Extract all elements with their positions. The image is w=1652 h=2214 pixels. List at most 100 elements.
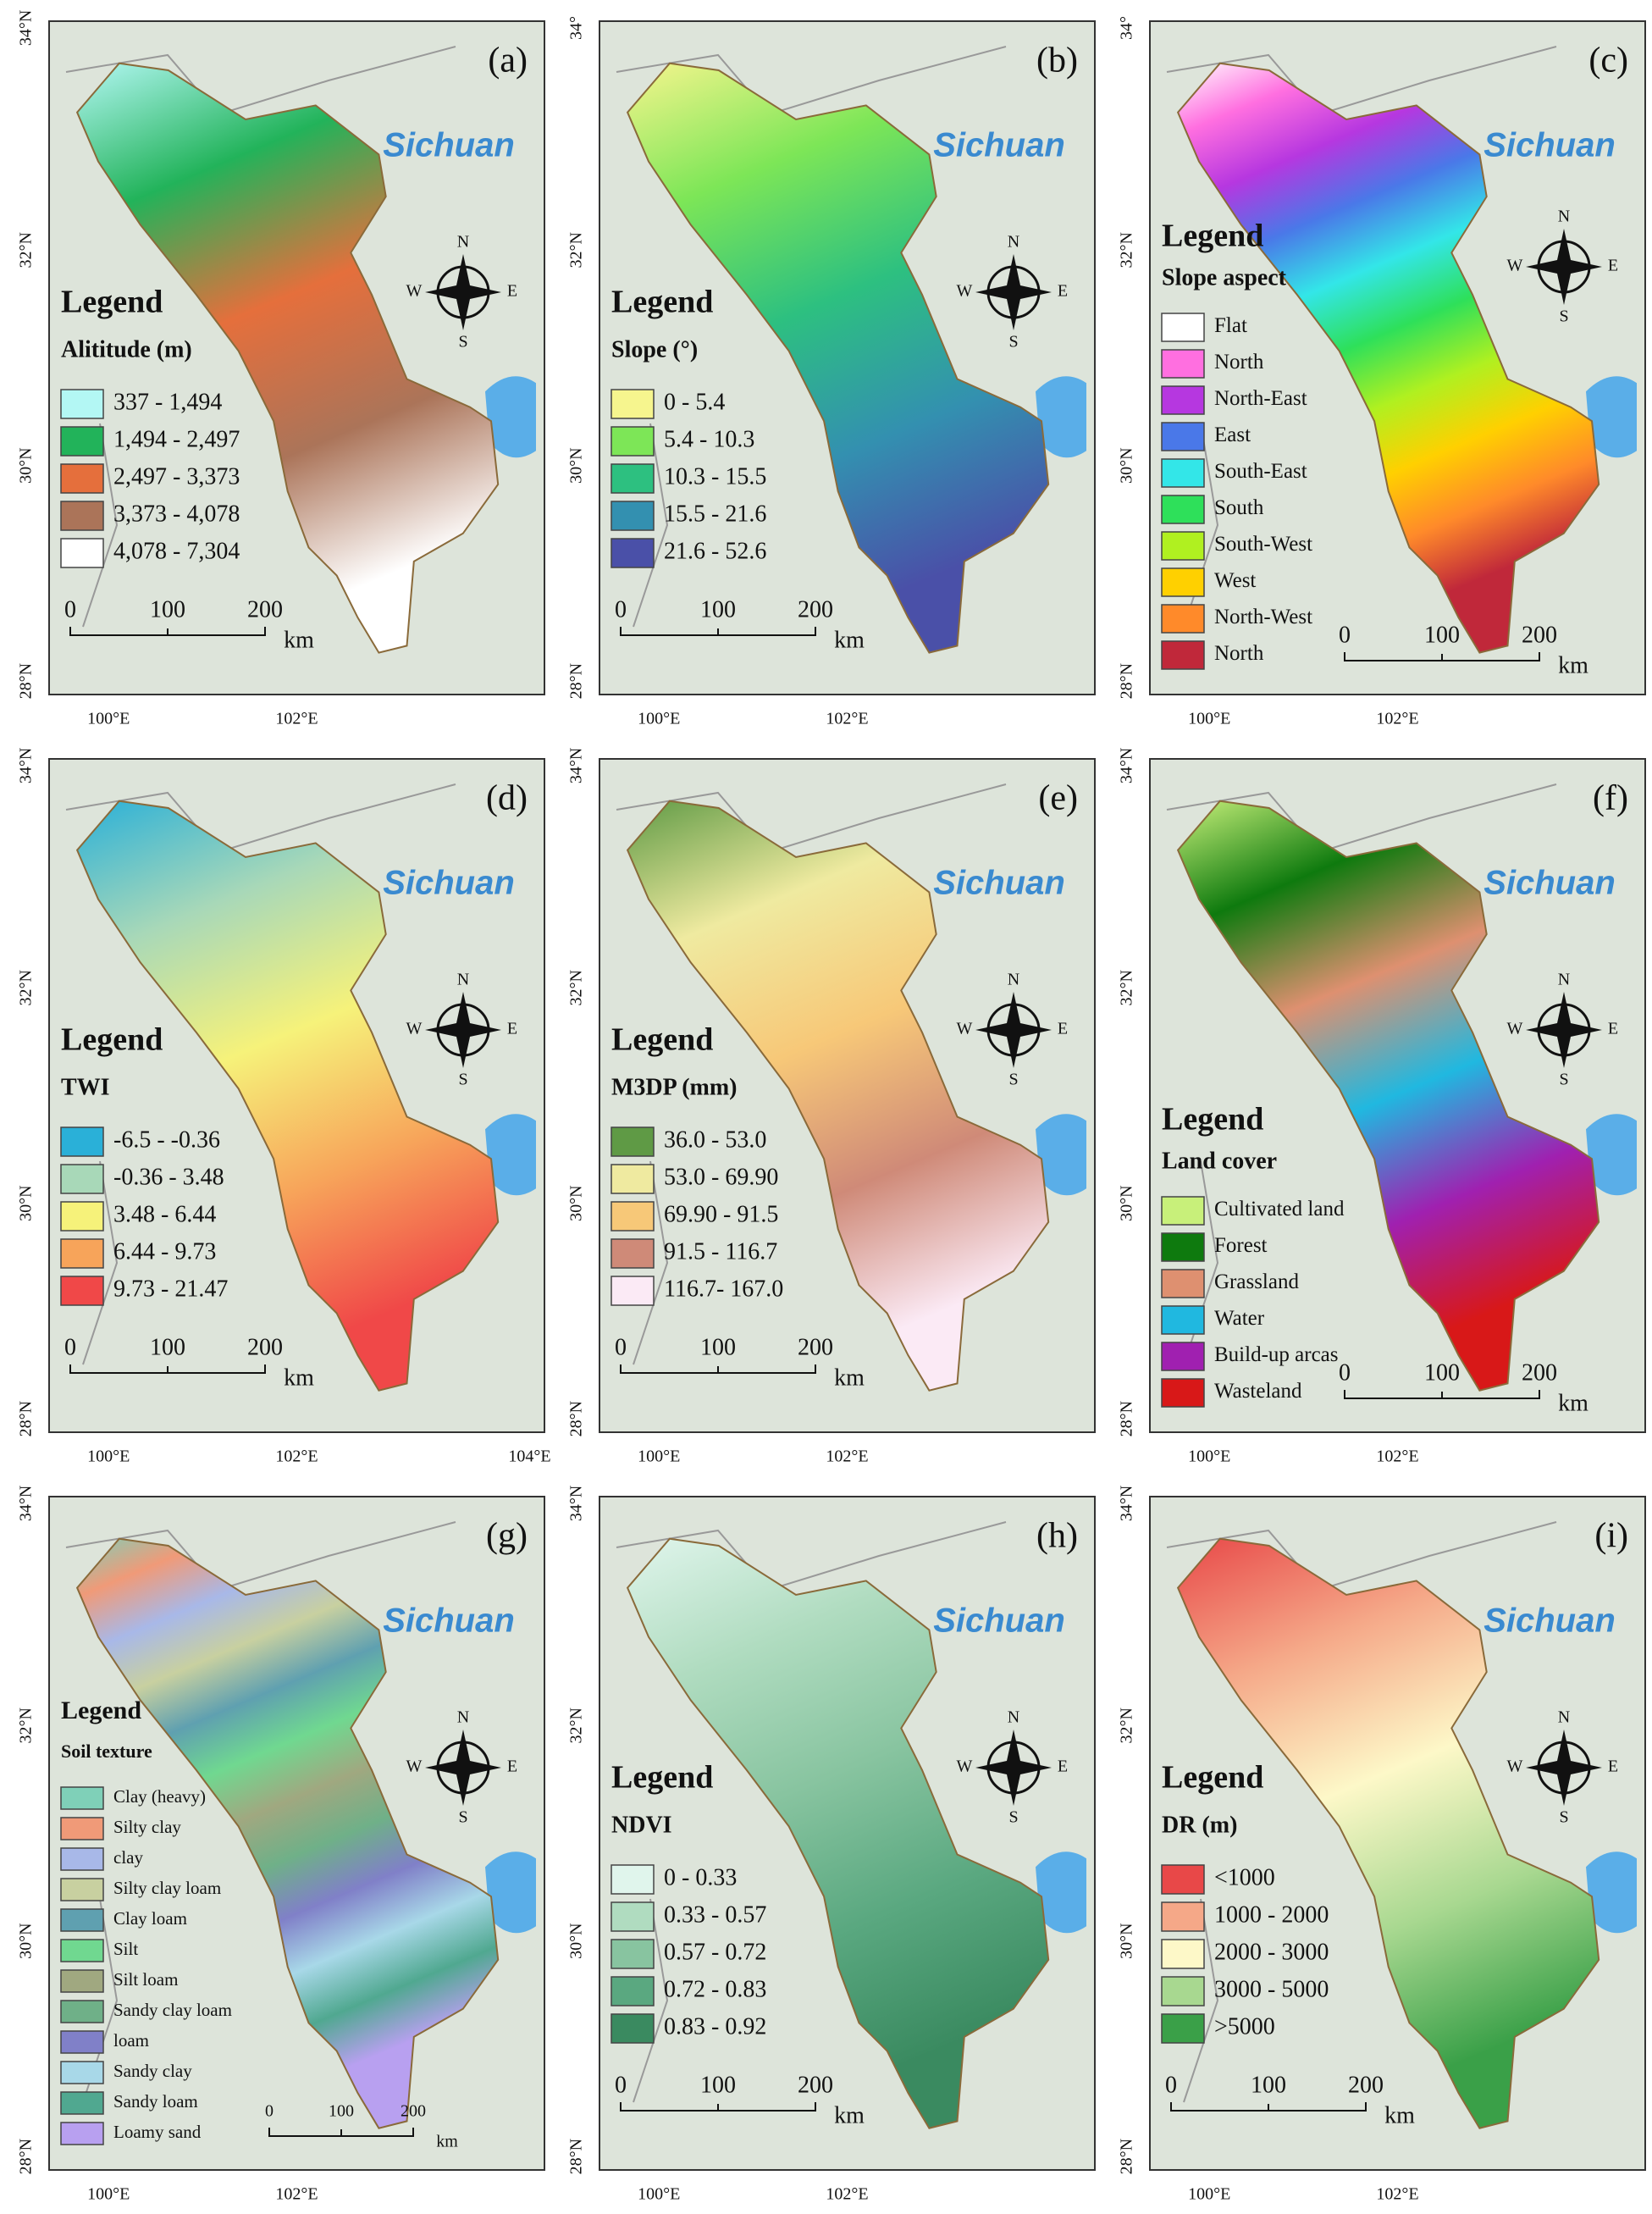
legend-label: 3.48 - 6.44 bbox=[113, 1201, 216, 1227]
legend-swatch bbox=[60, 538, 104, 568]
legend-label: 2,497 - 3,373 bbox=[113, 463, 240, 490]
legend-swatch bbox=[611, 1276, 655, 1306]
legend-swatch bbox=[611, 501, 655, 531]
legend-swatch bbox=[60, 2000, 104, 2023]
legend-swatch bbox=[1161, 458, 1205, 488]
legend-swatch bbox=[1161, 1901, 1205, 1932]
legend-title: TWI bbox=[61, 1074, 110, 1100]
legend-swatch bbox=[1161, 1378, 1205, 1408]
legend-label: -0.36 - 3.48 bbox=[113, 1164, 224, 1190]
legend-swatch bbox=[60, 1817, 104, 1840]
lat-label: 28°N bbox=[17, 663, 36, 699]
scale-bar bbox=[620, 627, 816, 636]
lat-label: 34°N bbox=[1118, 748, 1136, 783]
compass-s: S bbox=[1008, 1071, 1018, 1089]
legend-swatch bbox=[611, 1164, 655, 1194]
compass-e: E bbox=[1058, 282, 1068, 301]
compass-s: S bbox=[1008, 1808, 1018, 1827]
lat-label: 30°N bbox=[567, 1923, 586, 1958]
legend-swatch bbox=[60, 1908, 104, 1932]
lat-label: 30°N bbox=[1118, 447, 1136, 483]
legend-label: 21.6 - 52.6 bbox=[664, 538, 766, 564]
scale-label: 100 bbox=[1424, 622, 1460, 648]
legend-swatch bbox=[1161, 1305, 1205, 1335]
lat-label: 28°N bbox=[17, 1401, 36, 1436]
lat-label: 30°N bbox=[567, 1185, 586, 1220]
map-panel: (g) Sichuan N S E W Legend Soil texture Clay (he… bbox=[17, 1486, 545, 2204]
lake bbox=[1586, 1114, 1637, 1196]
lat-label: 30°N bbox=[17, 1923, 36, 1958]
compass-n: N bbox=[1008, 1708, 1019, 1727]
legend-label: clay bbox=[113, 1847, 143, 1868]
lon-label: 102°E bbox=[826, 2185, 868, 2204]
basin bbox=[626, 1537, 1050, 2129]
scale-label: 0 bbox=[64, 596, 76, 623]
scale-label: 200 bbox=[798, 2072, 833, 2098]
scale-bar bbox=[1344, 652, 1540, 661]
compass-s: S bbox=[1559, 1071, 1568, 1089]
scale-unit: km bbox=[1558, 652, 1588, 678]
legend-swatch bbox=[60, 1126, 104, 1157]
legend-label: Water bbox=[1214, 1307, 1265, 1330]
legend-label: Silty clay bbox=[113, 1817, 181, 1837]
compass-star bbox=[1526, 992, 1602, 1068]
map-panel: (f) Sichuan N S E W Legend Land cover Cultivated… bbox=[1118, 748, 1646, 1466]
panel-label: (h) bbox=[1036, 1517, 1078, 1556]
legend-swatch bbox=[611, 463, 655, 494]
compass-s: S bbox=[1559, 307, 1568, 326]
scale-bar bbox=[268, 2128, 414, 2137]
region-label: Sichuan bbox=[1483, 865, 1616, 902]
lon-label: 102°E bbox=[1376, 1447, 1418, 1466]
legend-label: 1000 - 2000 bbox=[1214, 1901, 1329, 1928]
panel-label: (c) bbox=[1588, 42, 1628, 80]
legend-swatch bbox=[60, 463, 104, 494]
legend-swatch bbox=[60, 1939, 104, 1962]
region-label: Sichuan bbox=[1483, 127, 1616, 164]
legend-label: Clay loam bbox=[113, 1908, 187, 1929]
lat-label: 28°N bbox=[1118, 1401, 1136, 1436]
compass-n: N bbox=[1008, 971, 1019, 989]
lat-label: 34°N bbox=[17, 748, 36, 783]
lat-label: 30°N bbox=[17, 447, 36, 483]
legend-heading: Legend bbox=[61, 1696, 141, 1724]
legend-title: Slope aspect bbox=[1162, 264, 1287, 291]
compass-w: W bbox=[406, 282, 423, 301]
compass-star bbox=[975, 254, 1052, 330]
scale-bar bbox=[620, 1364, 816, 1374]
legend-swatch bbox=[611, 1901, 655, 1932]
lat-label: 28°N bbox=[567, 1401, 586, 1436]
compass-s: S bbox=[1559, 1808, 1568, 1827]
lon-label: 100°E bbox=[1188, 1447, 1230, 1466]
legend-heading: Legend bbox=[61, 285, 163, 320]
lon-label: 100°E bbox=[87, 1447, 130, 1466]
panel-label: (b) bbox=[1036, 42, 1078, 80]
legend-swatch bbox=[611, 2013, 655, 2044]
compass-e: E bbox=[1058, 1757, 1068, 1776]
scale-bar bbox=[69, 1364, 266, 1374]
legend-label: 53.0 - 69.90 bbox=[664, 1164, 778, 1190]
legend-label: 0.83 - 0.92 bbox=[664, 2013, 766, 2040]
map-panel: (b) Sichuan N S E W Legend Slope (°) 0 - 5.4 5.4 … bbox=[567, 16, 1096, 728]
compass-w: W bbox=[406, 1757, 423, 1776]
legend-heading: Legend bbox=[61, 1022, 163, 1058]
legend-label: South-East bbox=[1214, 460, 1307, 483]
legend-swatch bbox=[1161, 604, 1205, 634]
lon-label: 100°E bbox=[1188, 710, 1230, 728]
lake bbox=[1586, 1851, 1637, 1934]
legend-title: M3DP (mm) bbox=[611, 1074, 738, 1100]
lake bbox=[485, 1851, 536, 1934]
legend-swatch bbox=[611, 1976, 655, 2006]
lake bbox=[1036, 1851, 1086, 1934]
basin bbox=[1176, 1537, 1600, 2129]
legend-label: 2000 - 3000 bbox=[1214, 1939, 1329, 1965]
legend-label: 1,494 - 2,497 bbox=[113, 426, 240, 452]
scale-bar bbox=[69, 627, 266, 636]
scale-label: 200 bbox=[798, 1334, 833, 1360]
lat-label: 30°N bbox=[567, 447, 586, 483]
legend-swatch bbox=[1161, 2013, 1205, 2044]
legend-label: loam bbox=[113, 2030, 149, 2051]
legend-label: Sandy clay loam bbox=[113, 2000, 232, 2020]
map-panel: (h) Sichuan N S E W Legend NDVI 0 - 0.33 0.33 - 0… bbox=[567, 1486, 1096, 2204]
compass-star bbox=[975, 1730, 1052, 1806]
